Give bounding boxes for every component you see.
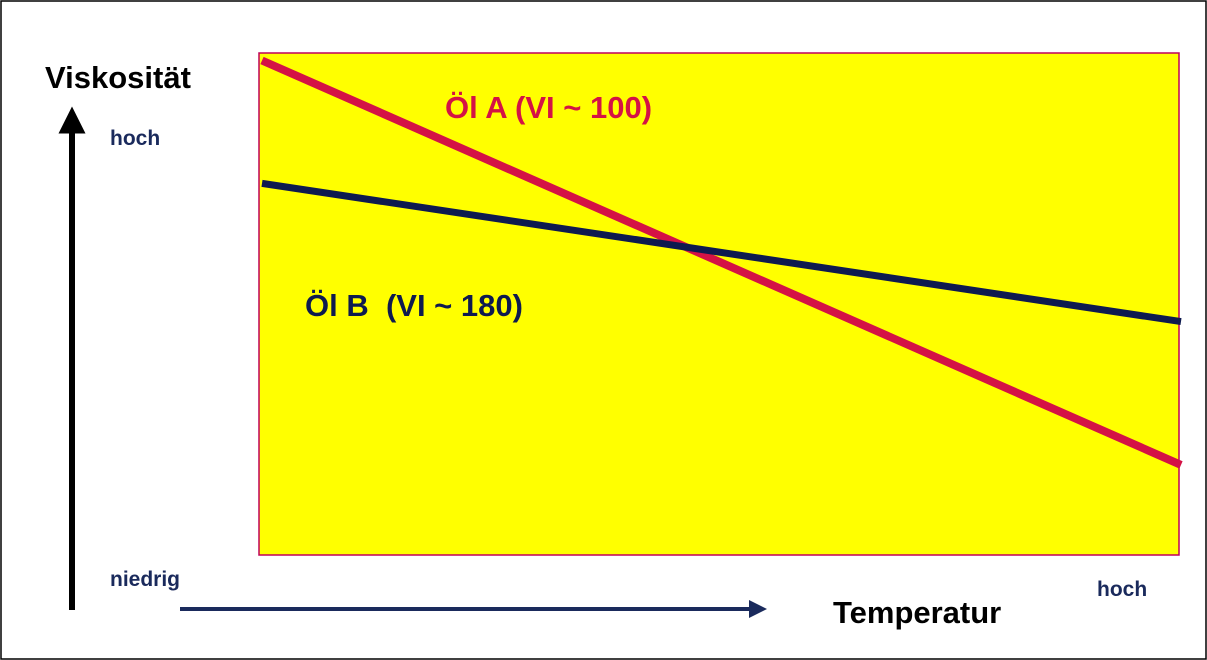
series-layer [260, 56, 1183, 469]
series-line-oil-a [260, 56, 1183, 469]
series-label-oil-a: Öl A (VI ~ 100) [445, 90, 652, 125]
y-axis-title: Viskosität [45, 60, 191, 95]
series-label-oil-b: Öl B (VI ~ 180) [305, 288, 523, 323]
series-line-oil-b [261, 179, 1182, 326]
low-label: niedrig [110, 568, 180, 591]
x-high-label: hoch [1097, 578, 1147, 601]
x-axis-title: Temperatur [833, 595, 1001, 630]
plot-area [258, 52, 1180, 556]
y-high-label: hoch [110, 127, 160, 150]
